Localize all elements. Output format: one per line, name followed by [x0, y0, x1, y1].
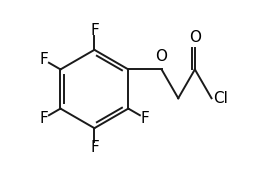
Text: F: F	[39, 111, 48, 126]
Text: F: F	[90, 140, 99, 155]
Text: F: F	[141, 111, 150, 126]
Text: O: O	[155, 49, 168, 64]
Text: O: O	[189, 30, 201, 45]
Text: F: F	[39, 52, 48, 67]
Text: Cl: Cl	[213, 91, 228, 106]
Text: F: F	[90, 23, 99, 38]
